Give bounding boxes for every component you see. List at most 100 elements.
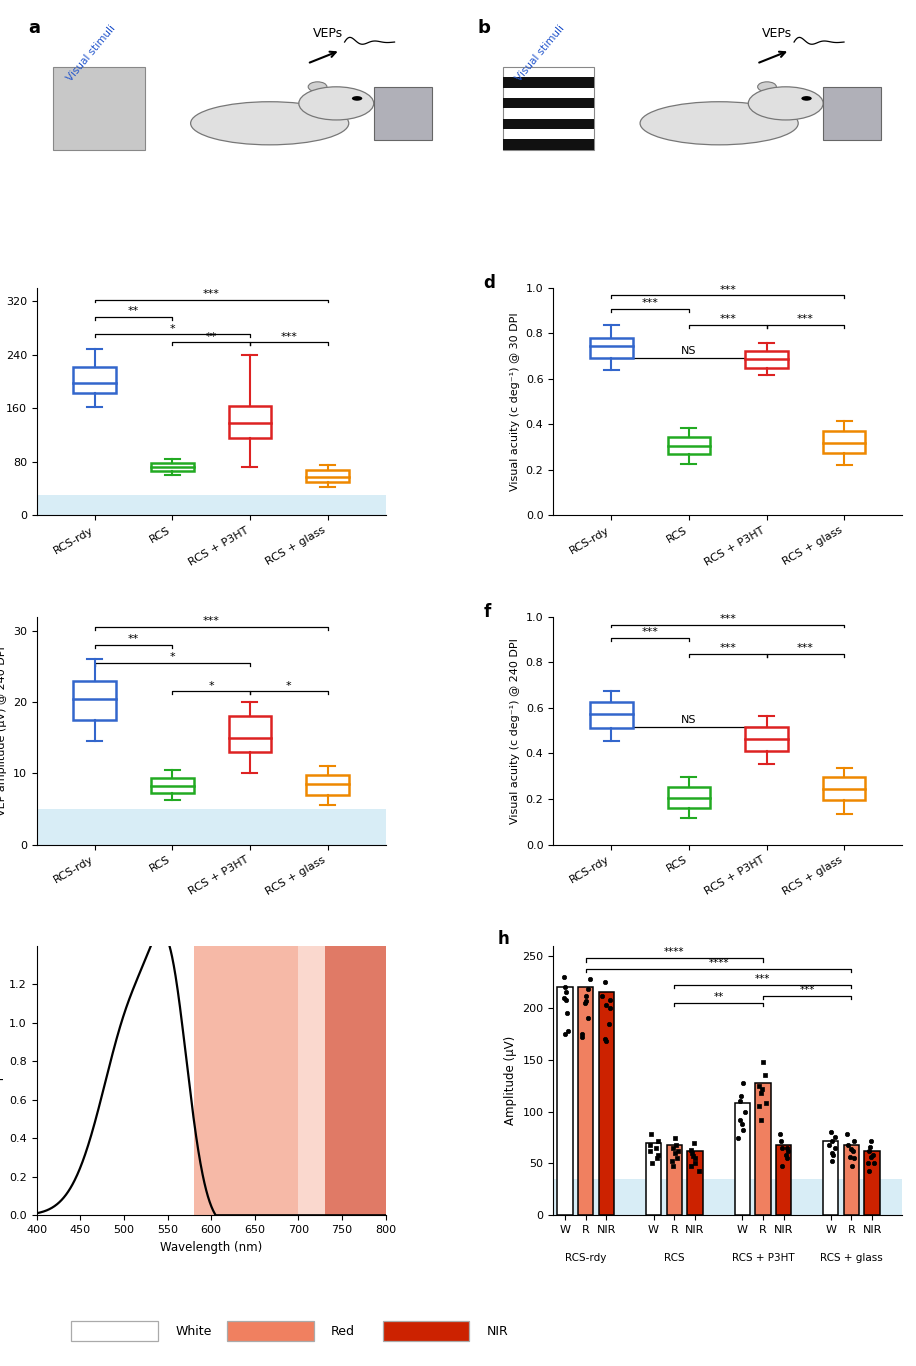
Point xyxy=(780,1137,794,1158)
Point xyxy=(823,1121,838,1143)
Point xyxy=(864,1130,878,1152)
Text: RCS-rdy: RCS-rdy xyxy=(565,1253,606,1264)
Point xyxy=(687,1147,702,1169)
Point xyxy=(558,1023,572,1045)
Point xyxy=(735,1113,749,1135)
Point xyxy=(574,1026,589,1048)
Text: NS: NS xyxy=(682,346,697,357)
Point xyxy=(866,1145,880,1167)
Text: NS: NS xyxy=(682,714,697,725)
Point xyxy=(738,1101,753,1123)
Point xyxy=(844,1138,858,1160)
Text: a: a xyxy=(28,19,40,37)
Text: NIR: NIR xyxy=(486,1325,508,1337)
Text: ***: *** xyxy=(719,284,736,295)
Text: ***: *** xyxy=(755,974,770,984)
Bar xyxy=(735,1104,750,1216)
Text: ***: *** xyxy=(797,314,813,324)
Point xyxy=(581,978,595,1000)
Text: ***: *** xyxy=(800,985,815,994)
Point xyxy=(688,1153,703,1175)
Point xyxy=(602,1012,616,1034)
Text: **: ** xyxy=(205,332,217,342)
Bar xyxy=(503,98,594,108)
Point xyxy=(754,1109,769,1131)
Point xyxy=(574,1023,589,1045)
Point xyxy=(683,1154,698,1176)
Point xyxy=(583,968,597,990)
Point xyxy=(650,1145,665,1167)
Point xyxy=(597,971,612,993)
Bar xyxy=(71,1321,158,1341)
X-axis label: Wavelength (nm): Wavelength (nm) xyxy=(160,1240,262,1254)
Point xyxy=(864,1146,878,1168)
Text: ***: *** xyxy=(202,616,220,627)
Text: ****: **** xyxy=(708,958,729,967)
Y-axis label: Amplitude (μV): Amplitude (μV) xyxy=(504,1035,517,1126)
Text: Red: Red xyxy=(331,1325,355,1337)
Point xyxy=(822,1134,836,1156)
Point xyxy=(579,985,594,1007)
Bar xyxy=(590,337,633,358)
Bar xyxy=(151,777,193,794)
Point xyxy=(668,1142,682,1164)
Point xyxy=(599,1030,614,1052)
Point xyxy=(666,1154,681,1176)
Text: RCS + P3HT: RCS + P3HT xyxy=(732,1253,794,1264)
Point xyxy=(863,1137,878,1158)
Y-axis label: Visual acuity (c deg⁻¹) @ 30 DPI: Visual acuity (c deg⁻¹) @ 30 DPI xyxy=(510,313,520,490)
Point xyxy=(578,990,593,1012)
Text: ***: *** xyxy=(202,288,220,299)
Point xyxy=(754,1082,769,1104)
Point xyxy=(643,1134,658,1156)
Point xyxy=(668,1127,682,1149)
Text: White: White xyxy=(175,1325,212,1337)
Bar xyxy=(73,366,116,393)
Point xyxy=(685,1142,700,1164)
Y-axis label: Absorption: Absorption xyxy=(0,1049,4,1112)
Point xyxy=(845,1154,859,1176)
Bar xyxy=(599,993,614,1216)
Point xyxy=(779,1145,793,1167)
Point xyxy=(603,989,617,1011)
Text: ****: **** xyxy=(664,947,684,958)
Point xyxy=(828,1137,843,1158)
Bar xyxy=(823,87,881,139)
Bar xyxy=(229,716,271,753)
Bar xyxy=(229,406,271,438)
Point xyxy=(671,1147,685,1169)
Point xyxy=(736,1072,751,1094)
Bar xyxy=(503,67,594,150)
Text: **: ** xyxy=(714,992,724,1001)
Bar xyxy=(667,1145,682,1216)
Point xyxy=(684,1139,699,1161)
Bar xyxy=(306,470,349,482)
Text: *: * xyxy=(169,324,175,333)
Text: ***: *** xyxy=(719,314,736,324)
Bar xyxy=(557,988,572,1216)
Ellipse shape xyxy=(802,96,812,101)
Bar xyxy=(668,437,710,454)
Point xyxy=(862,1160,877,1182)
Bar xyxy=(590,702,633,728)
Point xyxy=(780,1141,795,1162)
Point xyxy=(754,1078,769,1100)
Point xyxy=(643,1141,658,1162)
Bar xyxy=(227,1321,313,1341)
Text: *: * xyxy=(286,680,291,691)
Bar xyxy=(37,809,386,844)
Point xyxy=(845,1141,860,1162)
Point xyxy=(774,1130,789,1152)
Bar xyxy=(746,727,788,751)
Bar xyxy=(503,78,594,87)
Point xyxy=(669,1134,683,1156)
Bar xyxy=(844,1145,859,1216)
Point xyxy=(645,1153,660,1175)
Point xyxy=(666,1137,681,1158)
Point xyxy=(847,1147,862,1169)
Y-axis label: VEP amplitude (μV) @ 240 DPI: VEP amplitude (μV) @ 240 DPI xyxy=(0,646,7,816)
Point xyxy=(671,1141,685,1162)
Point xyxy=(578,992,593,1014)
Ellipse shape xyxy=(758,82,777,92)
Bar xyxy=(646,1143,661,1216)
